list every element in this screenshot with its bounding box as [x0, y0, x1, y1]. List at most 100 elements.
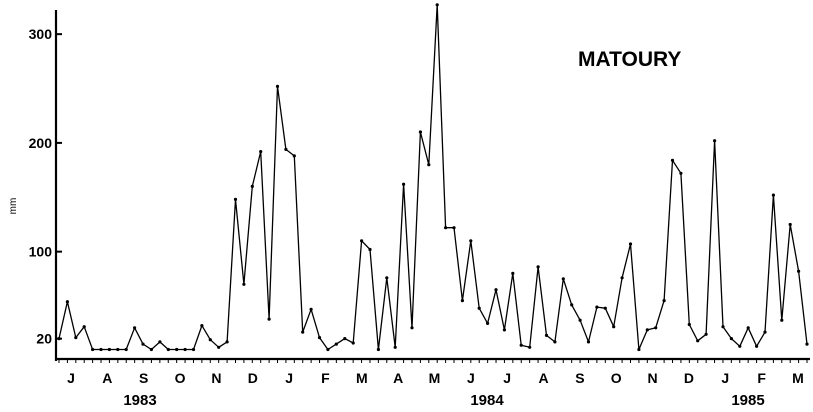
year-label: 1984: [470, 392, 504, 409]
data-point: [729, 337, 734, 341]
month-label: S: [575, 370, 584, 386]
data-point: [317, 336, 322, 340]
month-label: N: [648, 370, 658, 386]
data-point: [418, 130, 422, 134]
data-point: [486, 321, 490, 325]
data-point: [637, 347, 641, 352]
data-point: [376, 347, 380, 352]
month-label: A: [393, 370, 403, 386]
data-point: [225, 340, 229, 344]
month-label: D: [248, 370, 258, 386]
data-point: [797, 269, 801, 273]
month-label: M: [356, 370, 368, 386]
data-point: [704, 332, 708, 336]
data-point: [645, 328, 649, 332]
data-point: [233, 197, 238, 201]
data-point: [469, 239, 473, 243]
data-point: [368, 247, 372, 252]
data-point: [670, 158, 675, 162]
month-label: O: [611, 370, 622, 386]
data-point: [301, 330, 305, 334]
data-point: [99, 347, 103, 352]
month-label: M: [792, 370, 804, 386]
data-point: [149, 347, 153, 352]
data-point: [544, 333, 549, 337]
data-point: [275, 84, 280, 88]
month-label: N: [211, 370, 221, 386]
data-point: [780, 318, 784, 322]
data-point: [612, 325, 616, 329]
month-label: A: [102, 370, 112, 386]
label-layer: 20 100 200 300 J A S O N D J F M A M J J A S O N D J F M 1983 1984…: [29, 0, 804, 409]
chart-axes: [54, 10, 810, 363]
month-label: O: [175, 370, 186, 386]
data-point: [393, 345, 397, 349]
month-label: D: [684, 370, 694, 386]
data-point: [477, 306, 481, 310]
data-point: [116, 347, 120, 352]
data-point: [124, 347, 128, 352]
month-label: J: [503, 370, 511, 386]
data-point: [511, 271, 515, 275]
data-point: [805, 342, 809, 346]
data-point: [133, 326, 137, 330]
data-point: [586, 340, 591, 344]
data-point: [183, 347, 187, 352]
data-point: [662, 299, 666, 303]
month-label: S: [139, 370, 148, 386]
data-point: [620, 276, 624, 280]
data-point: [57, 337, 61, 341]
month-label: J: [67, 370, 75, 386]
data-point: [553, 340, 557, 344]
year-label: 1985: [731, 392, 764, 409]
data-point: [494, 288, 498, 292]
y-tick-label: 200: [29, 135, 53, 151]
y-tick-label: 100: [29, 244, 53, 260]
data-point: [654, 326, 658, 330]
data-point: [679, 171, 683, 175]
data-point: [402, 182, 406, 186]
series-line: [58, 4, 808, 351]
data-point: [528, 345, 532, 349]
month-label: J: [721, 370, 729, 386]
data-point: [175, 347, 179, 352]
month-label: J: [467, 370, 475, 386]
data-point: [326, 347, 330, 352]
data-point: [65, 300, 69, 304]
data-point: [217, 345, 221, 349]
data-point: [603, 306, 607, 310]
data-point: [595, 305, 599, 309]
data-point: [519, 343, 523, 347]
data-point: [460, 299, 464, 303]
data-point: [141, 342, 145, 346]
data-point: [242, 282, 246, 286]
data-point: [250, 184, 254, 188]
data-point: [351, 341, 355, 345]
data-point: [755, 344, 759, 348]
data-point: [200, 324, 204, 328]
data-point: [788, 222, 792, 227]
data-point: [687, 322, 691, 327]
month-label: F: [321, 370, 330, 386]
data-point: [763, 330, 767, 334]
data-point: [452, 226, 456, 230]
data-point: [74, 336, 78, 340]
month-label: J: [285, 370, 293, 386]
data-point: [410, 326, 414, 330]
data-point: [284, 147, 288, 151]
data-point: [746, 326, 750, 330]
data-point: [738, 344, 742, 348]
data-point: [427, 163, 431, 167]
data-point: [536, 265, 540, 269]
series-layer: [57, 3, 809, 352]
data-point: [360, 239, 364, 243]
data-point: [561, 277, 565, 281]
data-point: [309, 307, 313, 311]
data-point: [444, 226, 448, 230]
data-point: [82, 325, 86, 329]
month-label: M: [429, 370, 441, 386]
y-axis-label: mm: [8, 198, 19, 215]
data-point: [502, 328, 506, 332]
data-point: [713, 139, 717, 143]
data-point: [343, 337, 347, 341]
